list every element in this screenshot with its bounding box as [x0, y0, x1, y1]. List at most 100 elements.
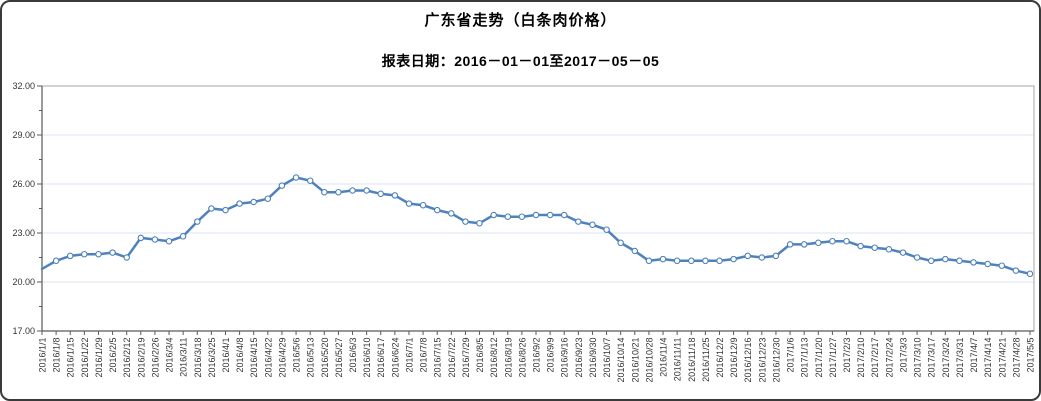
data-point-marker	[984, 260, 991, 268]
data-point-marker	[321, 188, 328, 196]
data-point-marker	[560, 211, 568, 219]
x-tick-label: 2017/4/7	[969, 338, 979, 373]
data-point-marker	[786, 241, 794, 248]
data-point-marker	[391, 192, 399, 199]
data-point-marker	[899, 249, 907, 256]
x-tick-label: 2016/6/10	[362, 338, 372, 378]
x-tick-label: 2017/1/20	[814, 338, 824, 378]
data-point-marker	[1012, 267, 1020, 274]
x-tick-label: 2016/4/8	[235, 338, 245, 373]
data-point-marker	[405, 200, 413, 207]
data-point-marker	[81, 250, 88, 258]
x-tick-label: 2016/1/8	[52, 338, 62, 373]
data-point-marker	[744, 252, 751, 260]
price-line	[40, 176, 1032, 276]
data-point-marker	[476, 219, 483, 227]
data-point-marker	[631, 247, 639, 255]
x-tick-label: 2016/12/23	[757, 338, 767, 383]
x-tick-label: 2017/4/28	[1011, 338, 1021, 378]
data-point-marker	[363, 187, 370, 194]
x-tick-label: 2016/2/19	[136, 338, 146, 378]
data-point-marker	[335, 188, 342, 196]
x-tick-label: 2017/3/31	[955, 338, 965, 378]
data-point-marker	[518, 213, 526, 220]
data-point-marker	[433, 206, 441, 214]
x-tick-label: 2017/5/5	[1026, 338, 1036, 373]
data-point-marker	[843, 237, 850, 245]
x-tick-label: 2016/10/21	[630, 338, 640, 383]
plot-frame	[41, 85, 1035, 332]
x-tick-label: 2016/5/13	[306, 338, 316, 378]
x-tick-label: 2016/3/25	[207, 338, 217, 378]
data-point-marker	[546, 211, 554, 219]
x-tick-label: 2016/1/22	[80, 338, 90, 378]
x-tick-label: 2017/3/17	[927, 338, 937, 378]
data-point-marker	[490, 211, 497, 219]
data-point-marker	[645, 257, 653, 265]
data-point-marker	[179, 233, 187, 240]
y-tick-label: 23.00	[12, 228, 35, 238]
x-tick-label: 2016/3/4	[165, 338, 175, 373]
x-tick-label: 2016/12/30	[771, 338, 781, 383]
x-tick-label: 2016/3/18	[193, 338, 203, 378]
data-point-marker	[236, 200, 243, 207]
data-point-marker	[52, 257, 60, 265]
data-point-marker	[659, 255, 667, 263]
x-tick-label: 2017/1/13	[800, 338, 810, 378]
x-tick-label: 2016/7/8	[419, 338, 429, 373]
x-tick-label: 2017/4/14	[983, 338, 993, 378]
data-point-marker	[109, 249, 116, 256]
x-tick-label: 2016/12/16	[743, 338, 753, 383]
data-point-marker	[857, 242, 864, 250]
x-tick-label: 2017/1/6	[786, 338, 796, 373]
data-point-marker	[871, 244, 878, 251]
x-tick-label: 2016/5/20	[320, 338, 330, 378]
data-point-marker	[603, 226, 610, 233]
x-tick-label: 2016/12/2	[715, 338, 725, 378]
data-point-marker	[462, 218, 469, 225]
data-point-marker	[617, 239, 624, 247]
y-tick-label: 26.00	[12, 179, 35, 189]
data-point-marker	[730, 255, 737, 263]
y-tick-label: 32.00	[12, 81, 35, 91]
data-point-marker	[673, 257, 681, 265]
data-point-marker	[504, 213, 512, 220]
x-tick-label: 2016/9/2	[532, 338, 542, 373]
x-tick-label: 2016/5/27	[334, 338, 344, 378]
data-point-marker	[942, 255, 949, 263]
data-point-marker	[998, 262, 1006, 269]
x-tick-label: 2017/3/24	[941, 338, 951, 378]
data-point-marker	[688, 257, 695, 265]
x-tick-label: 2016/11/25	[701, 338, 711, 382]
y-tick-label: 29.00	[12, 130, 35, 140]
x-tick-label: 2016/6/24	[390, 338, 400, 378]
x-tick-label: 2016/10/7	[602, 338, 612, 378]
data-point-marker	[95, 250, 102, 258]
data-point-marker	[208, 205, 215, 212]
report-date-subtitle: 报表日期：2016－01－01至2017－05－05	[381, 53, 660, 69]
data-point-marker	[532, 211, 540, 219]
data-point-marker	[306, 177, 314, 184]
x-tick-label: 2016/11/4	[659, 338, 669, 377]
data-point-marker	[927, 257, 935, 265]
data-point-marker	[222, 206, 229, 214]
data-point-marker	[194, 218, 201, 225]
data-point-marker	[702, 257, 709, 265]
x-tick-label: 2016/10/28	[644, 338, 654, 383]
data-point-marker	[123, 254, 130, 261]
x-tick-label: 2016/8/19	[503, 338, 513, 378]
data-point-marker	[137, 234, 145, 242]
data-point-marker	[829, 237, 836, 245]
data-point-marker	[250, 198, 257, 206]
x-tick-label: 2016/4/29	[277, 338, 287, 378]
x-tick-label: 2017/4/21	[997, 338, 1007, 378]
x-tick-label: 2016/2/26	[150, 338, 160, 378]
data-point-marker	[419, 201, 427, 209]
data-point-marker	[800, 241, 808, 248]
y-tick-label: 17.00	[12, 326, 35, 336]
data-point-marker	[448, 210, 455, 217]
x-tick-label: 2016/9/9	[546, 338, 556, 373]
x-tick-label: 2016/1/29	[94, 338, 104, 378]
x-tick-label: 2016/8/5	[475, 338, 485, 373]
